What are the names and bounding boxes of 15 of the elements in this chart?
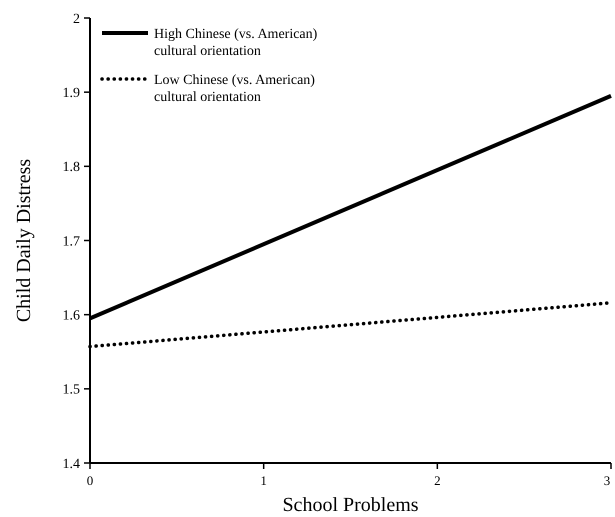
- x-tick-label: 3: [604, 473, 610, 488]
- x-axis-title: School Problems: [282, 494, 419, 516]
- x-tick-label: 0: [86, 473, 94, 488]
- legend-label: Low Chinese (vs. American) cultural orientation: [154, 73, 316, 105]
- y-axis-title: Child Daily Distress: [13, 158, 35, 322]
- y-tick-label: 1.7: [62, 234, 80, 250]
- y-tick-label: 1.6: [62, 308, 80, 324]
- legend-label: High Chinese (vs. American) cultural orientation: [154, 27, 318, 59]
- y-tick-label: 1.9: [62, 86, 80, 102]
- y-tick-label: 1.5: [62, 382, 80, 398]
- x-tick-label: 1: [260, 473, 267, 488]
- x-tick-label: 2: [434, 473, 441, 488]
- y-tick-label: 1.4: [62, 456, 80, 472]
- y-tick-label: 2: [73, 12, 80, 27]
- y-tick-label: 1.8: [62, 160, 80, 176]
